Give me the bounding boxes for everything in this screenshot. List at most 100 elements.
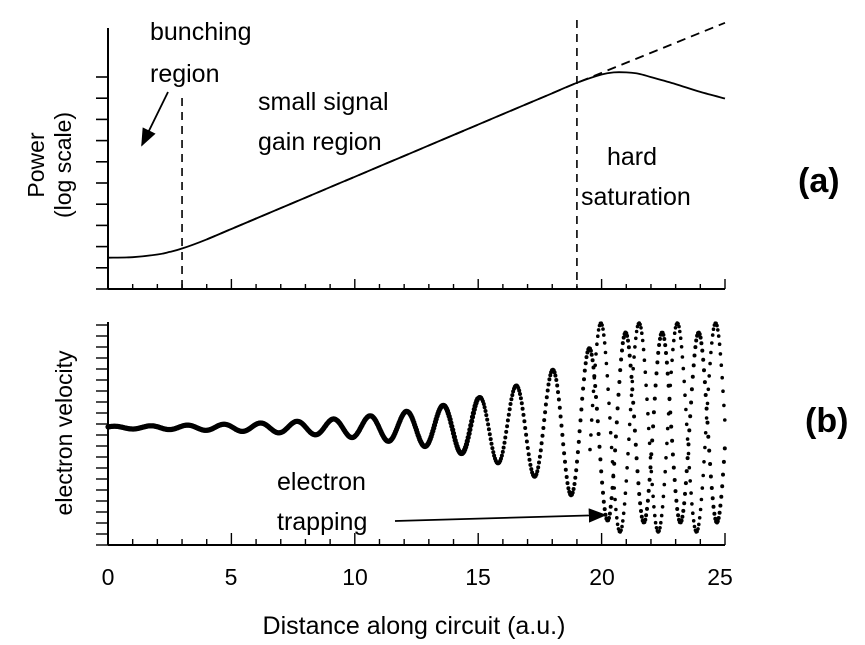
velocity-point bbox=[672, 478, 677, 482]
velocity-point bbox=[683, 481, 688, 486]
velocity-point bbox=[652, 505, 656, 509]
velocity-point bbox=[672, 331, 677, 336]
velocity-point bbox=[708, 361, 712, 366]
velocity-point bbox=[657, 343, 662, 347]
velocity-point bbox=[580, 396, 585, 401]
velocity-point bbox=[613, 434, 618, 439]
x-axis-label: Distance along circuit (a.u.) bbox=[263, 612, 566, 640]
velocity-point bbox=[525, 446, 530, 450]
velocity-point bbox=[707, 448, 712, 453]
velocity-point bbox=[708, 462, 713, 466]
velocity-point bbox=[629, 374, 634, 379]
velocity-point bbox=[588, 447, 592, 452]
velocity-point bbox=[613, 448, 618, 453]
velocity-point bbox=[697, 332, 702, 337]
bunching-arrow bbox=[141, 91, 169, 147]
velocity-point bbox=[577, 429, 582, 434]
panel-a: Power (log scale) bunching region small … bbox=[23, 18, 840, 290]
velocity-point bbox=[723, 418, 727, 422]
velocity-point bbox=[721, 472, 725, 477]
velocity-point bbox=[664, 360, 669, 365]
velocity-point bbox=[675, 507, 680, 511]
velocity-point bbox=[501, 445, 506, 450]
velocity-point bbox=[690, 502, 694, 506]
velocity-point bbox=[710, 333, 715, 337]
velocity-point bbox=[539, 441, 544, 446]
velocity-point bbox=[663, 469, 667, 474]
velocity-point bbox=[649, 469, 654, 474]
velocity-point bbox=[482, 405, 487, 410]
velocity-point bbox=[626, 345, 631, 350]
velocity-point bbox=[547, 377, 552, 382]
velocity-point bbox=[645, 498, 650, 503]
velocity-point bbox=[558, 414, 563, 419]
velocity-point bbox=[687, 428, 692, 433]
velocity-point bbox=[705, 420, 710, 425]
velocity-point bbox=[582, 377, 586, 382]
velocity-point bbox=[689, 387, 694, 392]
velocity-point bbox=[657, 529, 661, 533]
velocity-point bbox=[672, 338, 676, 343]
velocity-point bbox=[710, 341, 714, 345]
velocity-point bbox=[674, 498, 679, 503]
velocity-point bbox=[563, 459, 567, 464]
velocity-point bbox=[664, 351, 668, 355]
velocity-point bbox=[680, 514, 685, 519]
velocity-point bbox=[607, 516, 611, 520]
velocity-point bbox=[684, 469, 689, 474]
velocity-point bbox=[671, 347, 675, 352]
velocity-point bbox=[603, 350, 608, 355]
velocity-point bbox=[721, 459, 726, 464]
velocity-point bbox=[682, 501, 687, 506]
velocity-point bbox=[507, 407, 512, 412]
velocity-point bbox=[590, 358, 595, 363]
panel-b-label: (b) bbox=[805, 402, 848, 440]
velocity-point bbox=[650, 438, 655, 443]
velocity-point bbox=[659, 520, 663, 525]
velocity-point bbox=[615, 516, 619, 520]
velocity-point bbox=[553, 373, 558, 378]
panel-a-y-ticks bbox=[96, 76, 108, 290]
velocity-point bbox=[615, 406, 620, 411]
velocity-point bbox=[601, 490, 605, 495]
velocity-point bbox=[572, 482, 577, 486]
x-tick-label-25: 25 bbox=[707, 564, 733, 590]
velocity-point bbox=[659, 513, 664, 518]
velocity-point bbox=[578, 418, 583, 423]
velocity-point bbox=[651, 424, 656, 429]
panel-a-x-ticks bbox=[107, 279, 726, 289]
velocity-point bbox=[678, 336, 683, 341]
velocity-point bbox=[719, 494, 724, 499]
velocity-point bbox=[669, 424, 674, 429]
velocity-point bbox=[632, 355, 636, 359]
velocity-point bbox=[691, 511, 695, 515]
velocity-point bbox=[555, 383, 560, 388]
velocity-point bbox=[634, 336, 638, 341]
velocity-point bbox=[634, 456, 639, 461]
velocity-point bbox=[590, 403, 595, 408]
velocity-point bbox=[469, 418, 475, 424]
velocity-point bbox=[651, 410, 656, 415]
velocity-point bbox=[589, 433, 593, 437]
velocity-point bbox=[640, 331, 644, 336]
velocity-point bbox=[670, 358, 674, 363]
power-axis-label-line1: Power bbox=[23, 132, 49, 198]
velocity-point bbox=[607, 511, 612, 516]
velocity-point bbox=[522, 419, 527, 424]
velocity-point bbox=[719, 363, 724, 368]
velocity-point bbox=[608, 416, 612, 420]
velocity-point bbox=[510, 393, 515, 398]
velocity-point bbox=[548, 373, 553, 378]
velocity-point bbox=[612, 486, 616, 490]
velocity-point bbox=[665, 426, 670, 431]
velocity-point bbox=[604, 361, 609, 366]
power-axis-label-line2: (log scale) bbox=[50, 112, 76, 218]
velocity-point bbox=[626, 338, 630, 343]
velocity-point bbox=[639, 326, 643, 330]
velocity-point bbox=[576, 439, 581, 444]
velocity-point bbox=[588, 348, 593, 353]
velocity-point bbox=[627, 437, 631, 442]
velocity-point bbox=[658, 336, 662, 341]
velocity-point bbox=[602, 341, 607, 345]
velocity-point bbox=[560, 432, 565, 437]
